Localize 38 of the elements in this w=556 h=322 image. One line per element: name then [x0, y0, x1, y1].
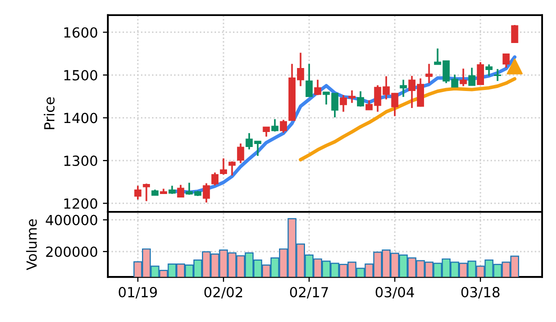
candlestick: [494, 68, 502, 82]
y-tick-label: 200000: [46, 246, 98, 258]
candlestick: [306, 63, 313, 98]
candlestick: [356, 90, 364, 108]
y-axis-title: Volume: [26, 219, 37, 270]
candlestick: [262, 126, 270, 138]
candlestick: [237, 142, 244, 164]
candlestick: [476, 61, 484, 86]
x-tick-label: 03/04: [376, 286, 414, 298]
candlestick: [468, 66, 476, 86]
candlestick: [134, 184, 142, 200]
y-tick-label: 1600: [64, 27, 98, 38]
line-series: [298, 77, 516, 162]
candlestick: [314, 78, 322, 96]
x-tick-label: 02/02: [204, 286, 242, 298]
y-tick-label: 1500: [64, 70, 98, 80]
candlestick: [220, 158, 228, 176]
y-tick-label: 1200: [64, 198, 98, 209]
candlestick: [511, 24, 518, 44]
x-tick-label: 02/17: [290, 286, 328, 298]
y-tick-label: 1400: [64, 112, 98, 124]
y-tick-label: 400000: [46, 214, 98, 226]
candlestick: [228, 160, 236, 176]
candlestick: [177, 184, 184, 198]
candlestick: [502, 52, 510, 69]
candlestick: [400, 78, 407, 98]
y-tick-label: 1300: [64, 156, 98, 166]
x-tick-label: 03/18: [461, 286, 500, 298]
y-axis-title: Price: [44, 97, 55, 130]
candlestick: [280, 119, 287, 134]
candlestick: [460, 68, 467, 87]
x-tick-label: 01/19: [118, 286, 157, 298]
candlestick: [142, 182, 150, 202]
candlestick: [202, 182, 210, 204]
candlestick: [271, 118, 278, 132]
candlestick: [211, 172, 218, 186]
candlestick: [425, 63, 433, 84]
candlestick: [485, 63, 493, 77]
